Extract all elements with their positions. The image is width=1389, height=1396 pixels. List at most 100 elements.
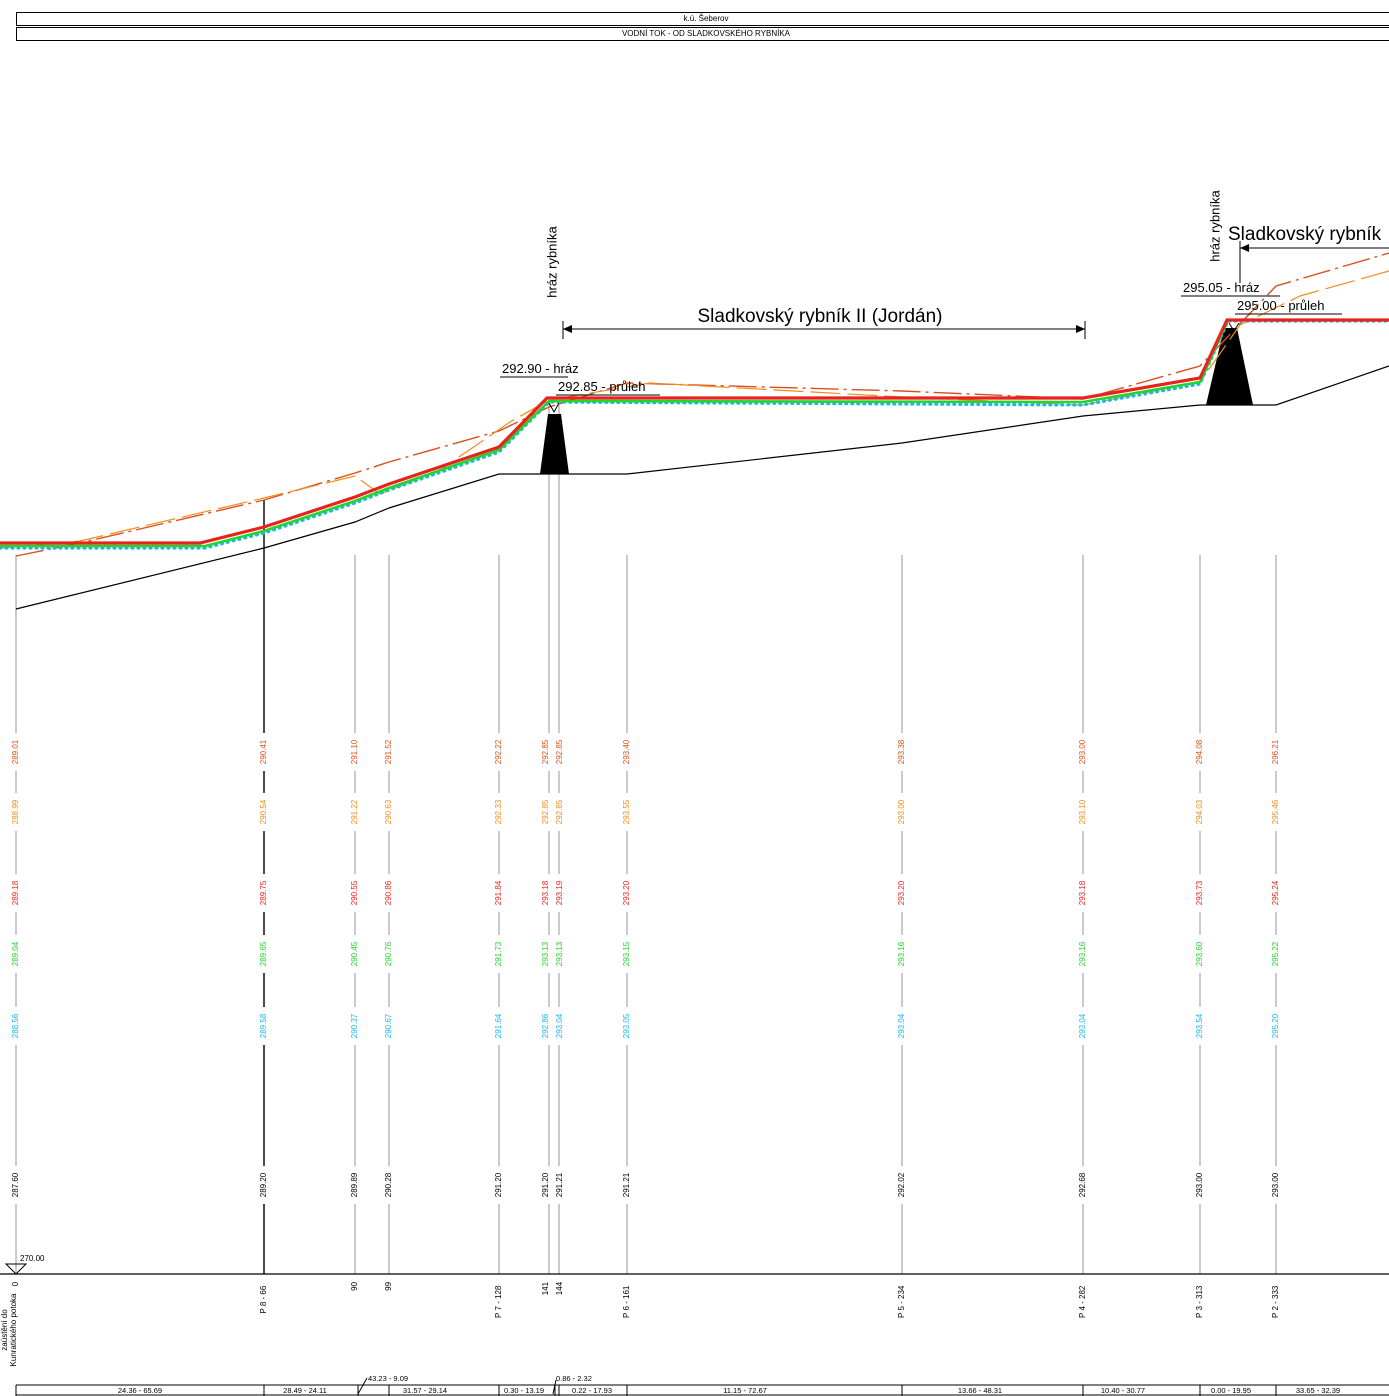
elev-r1-p8: 290.41: [259, 739, 268, 764]
label-mask: [1078, 1007, 1088, 1045]
elev-green-p7: 291.73: [494, 941, 503, 966]
header-title-cell: k.ú. Šeberov: [16, 12, 1389, 26]
segment-leader-2: [357, 1377, 368, 1395]
label-mask: [622, 874, 632, 912]
elev-bottom-p8: 289.20: [259, 1172, 268, 1197]
elev-orange-s99: 290.63: [384, 799, 393, 824]
elev-orange-s144: 292.85: [555, 799, 564, 824]
elev-red-s90: 290.55: [350, 880, 359, 905]
dam-2-label: hráz rybníka: [1207, 189, 1222, 261]
label-mask: [350, 1166, 360, 1204]
label-mask: [1195, 793, 1205, 831]
label-mask: [555, 1007, 565, 1045]
elev-bottom-p6: 291.21: [622, 1172, 631, 1197]
label-mask: [1271, 733, 1281, 771]
elev-orange-p6: 293.55: [622, 799, 631, 824]
label-mask: [11, 1166, 21, 1204]
elev-red-s99: 290.86: [384, 880, 393, 905]
watercourse-label: VODNÍ TOK - OD SLADKOVSKÉHO RYBNÍKA: [621, 29, 791, 38]
chainage-s144: 144: [555, 1281, 564, 1295]
label-mask: [350, 935, 360, 973]
water-level-dark-orange: [15, 252, 1389, 557]
label-mask: [541, 874, 551, 912]
label-mask: [1271, 874, 1281, 912]
chainage-p3: P 3 - 313: [1195, 1285, 1204, 1318]
chainage-s141: 141: [541, 1281, 550, 1295]
elev-red-p5: 293.20: [897, 880, 906, 905]
label-mask: [259, 1007, 269, 1045]
elev-r1-p3: 294.08: [1195, 739, 1204, 764]
label-mask: [1195, 1007, 1205, 1045]
label-mask: [897, 935, 907, 973]
elev-green-p3: 293.60: [1195, 941, 1204, 966]
elev-bottom-s141: 291.20: [541, 1172, 550, 1197]
elev-cyan-p2: 295.20: [1271, 1013, 1280, 1038]
elev-bottom-s90: 289.89: [350, 1172, 359, 1197]
segment-label-9: 10.40 - 30.77: [1101, 1386, 1145, 1395]
elev-green-s144: 293.13: [555, 941, 564, 966]
label-mask: [1195, 733, 1205, 771]
segment-label-11: 33.65 - 32.39: [1296, 1386, 1340, 1395]
elev-red-p3: 293.73: [1195, 880, 1204, 905]
chainage-p8: P 8 - 66: [259, 1285, 268, 1313]
segment-label-4: 0.30 - 13.19: [504, 1386, 544, 1395]
label-mask: [541, 733, 551, 771]
elev-green-s99: 290.76: [384, 941, 393, 966]
label-mask: [897, 733, 907, 771]
elev-r1-0: 289.01: [11, 739, 20, 764]
label-mask: [350, 733, 360, 771]
elev-cyan-s144: 293.04: [555, 1013, 564, 1038]
label-mask: [494, 1166, 504, 1204]
elev-bottom-p3: 293.00: [1195, 1172, 1204, 1197]
label-mask: [1271, 1166, 1281, 1204]
elev-bottom-p7: 291.20: [494, 1172, 503, 1197]
label-mask: [384, 1007, 394, 1045]
dam-2-body: [1206, 328, 1253, 405]
elev-bottom-p5: 292.02: [897, 1172, 906, 1197]
elev-green-s90: 290.45: [350, 941, 359, 966]
segment-label-5: 0.86 - 2.32: [556, 1374, 592, 1383]
label-mask: [555, 793, 565, 831]
elev-cyan-p6: 293.05: [622, 1013, 631, 1038]
label-mask: [11, 874, 21, 912]
elev-green-p4: 293.16: [1078, 941, 1087, 966]
elev-r1-p5: 293.38: [897, 739, 906, 764]
elev-orange-p4: 293.10: [1078, 799, 1087, 824]
elev-green-p2: 295.22: [1271, 941, 1280, 966]
label-mask: [622, 1007, 632, 1045]
cadastral-area-label: k.ú. Šeberov: [683, 14, 729, 23]
label-mask: [897, 793, 907, 831]
segment-label-10: 0.00 - 19.95: [1211, 1386, 1251, 1395]
water-level-green: [0, 318, 1389, 548]
label-mask: [1195, 874, 1205, 912]
label-mask: [897, 1007, 907, 1045]
elev-bottom-s99: 290.28: [384, 1172, 393, 1197]
chainage-0: 0: [11, 1281, 20, 1286]
elev-r1-s141: 292.85: [541, 739, 550, 764]
dam-2-pass-level: 295.00 - průleh: [1237, 298, 1324, 313]
elev-orange-s90: 291.22: [350, 799, 359, 824]
label-mask: [11, 793, 21, 831]
elev-cyan-s99: 290.67: [384, 1013, 393, 1038]
chainage-p7: P 7 - 128: [494, 1285, 503, 1318]
label-mask: [259, 793, 269, 831]
elev-r1-s90: 291.10: [350, 739, 359, 764]
segment-label-1: 28.49 - 24.11: [283, 1386, 327, 1395]
chainage-s90: 90: [350, 1281, 359, 1290]
segment-label-3: 31.57 - 29.14: [403, 1386, 447, 1395]
elev-r1-s144: 292.85: [555, 739, 564, 764]
pond-1-arrow-right: [1076, 325, 1085, 333]
elev-cyan-p8: 289.58: [259, 1013, 268, 1038]
mouth-label-line-1: zaústění do: [0, 1309, 9, 1351]
water-level-orange: [0, 270, 1389, 549]
label-mask: [1271, 793, 1281, 831]
elev-red-p8: 289.75: [259, 880, 268, 905]
label-mask: [1195, 935, 1205, 973]
elev-bottom-p2: 293.00: [1271, 1172, 1280, 1197]
elev-red-s144: 293.19: [555, 880, 564, 905]
elev-orange-p5: 293.00: [897, 799, 906, 824]
segment-label-8: 13.66 - 48.31: [958, 1386, 1002, 1395]
elev-cyan-p5: 293.04: [897, 1013, 906, 1038]
mouth-label-line-2: Kunratického potoka: [9, 1293, 18, 1366]
label-mask: [622, 793, 632, 831]
